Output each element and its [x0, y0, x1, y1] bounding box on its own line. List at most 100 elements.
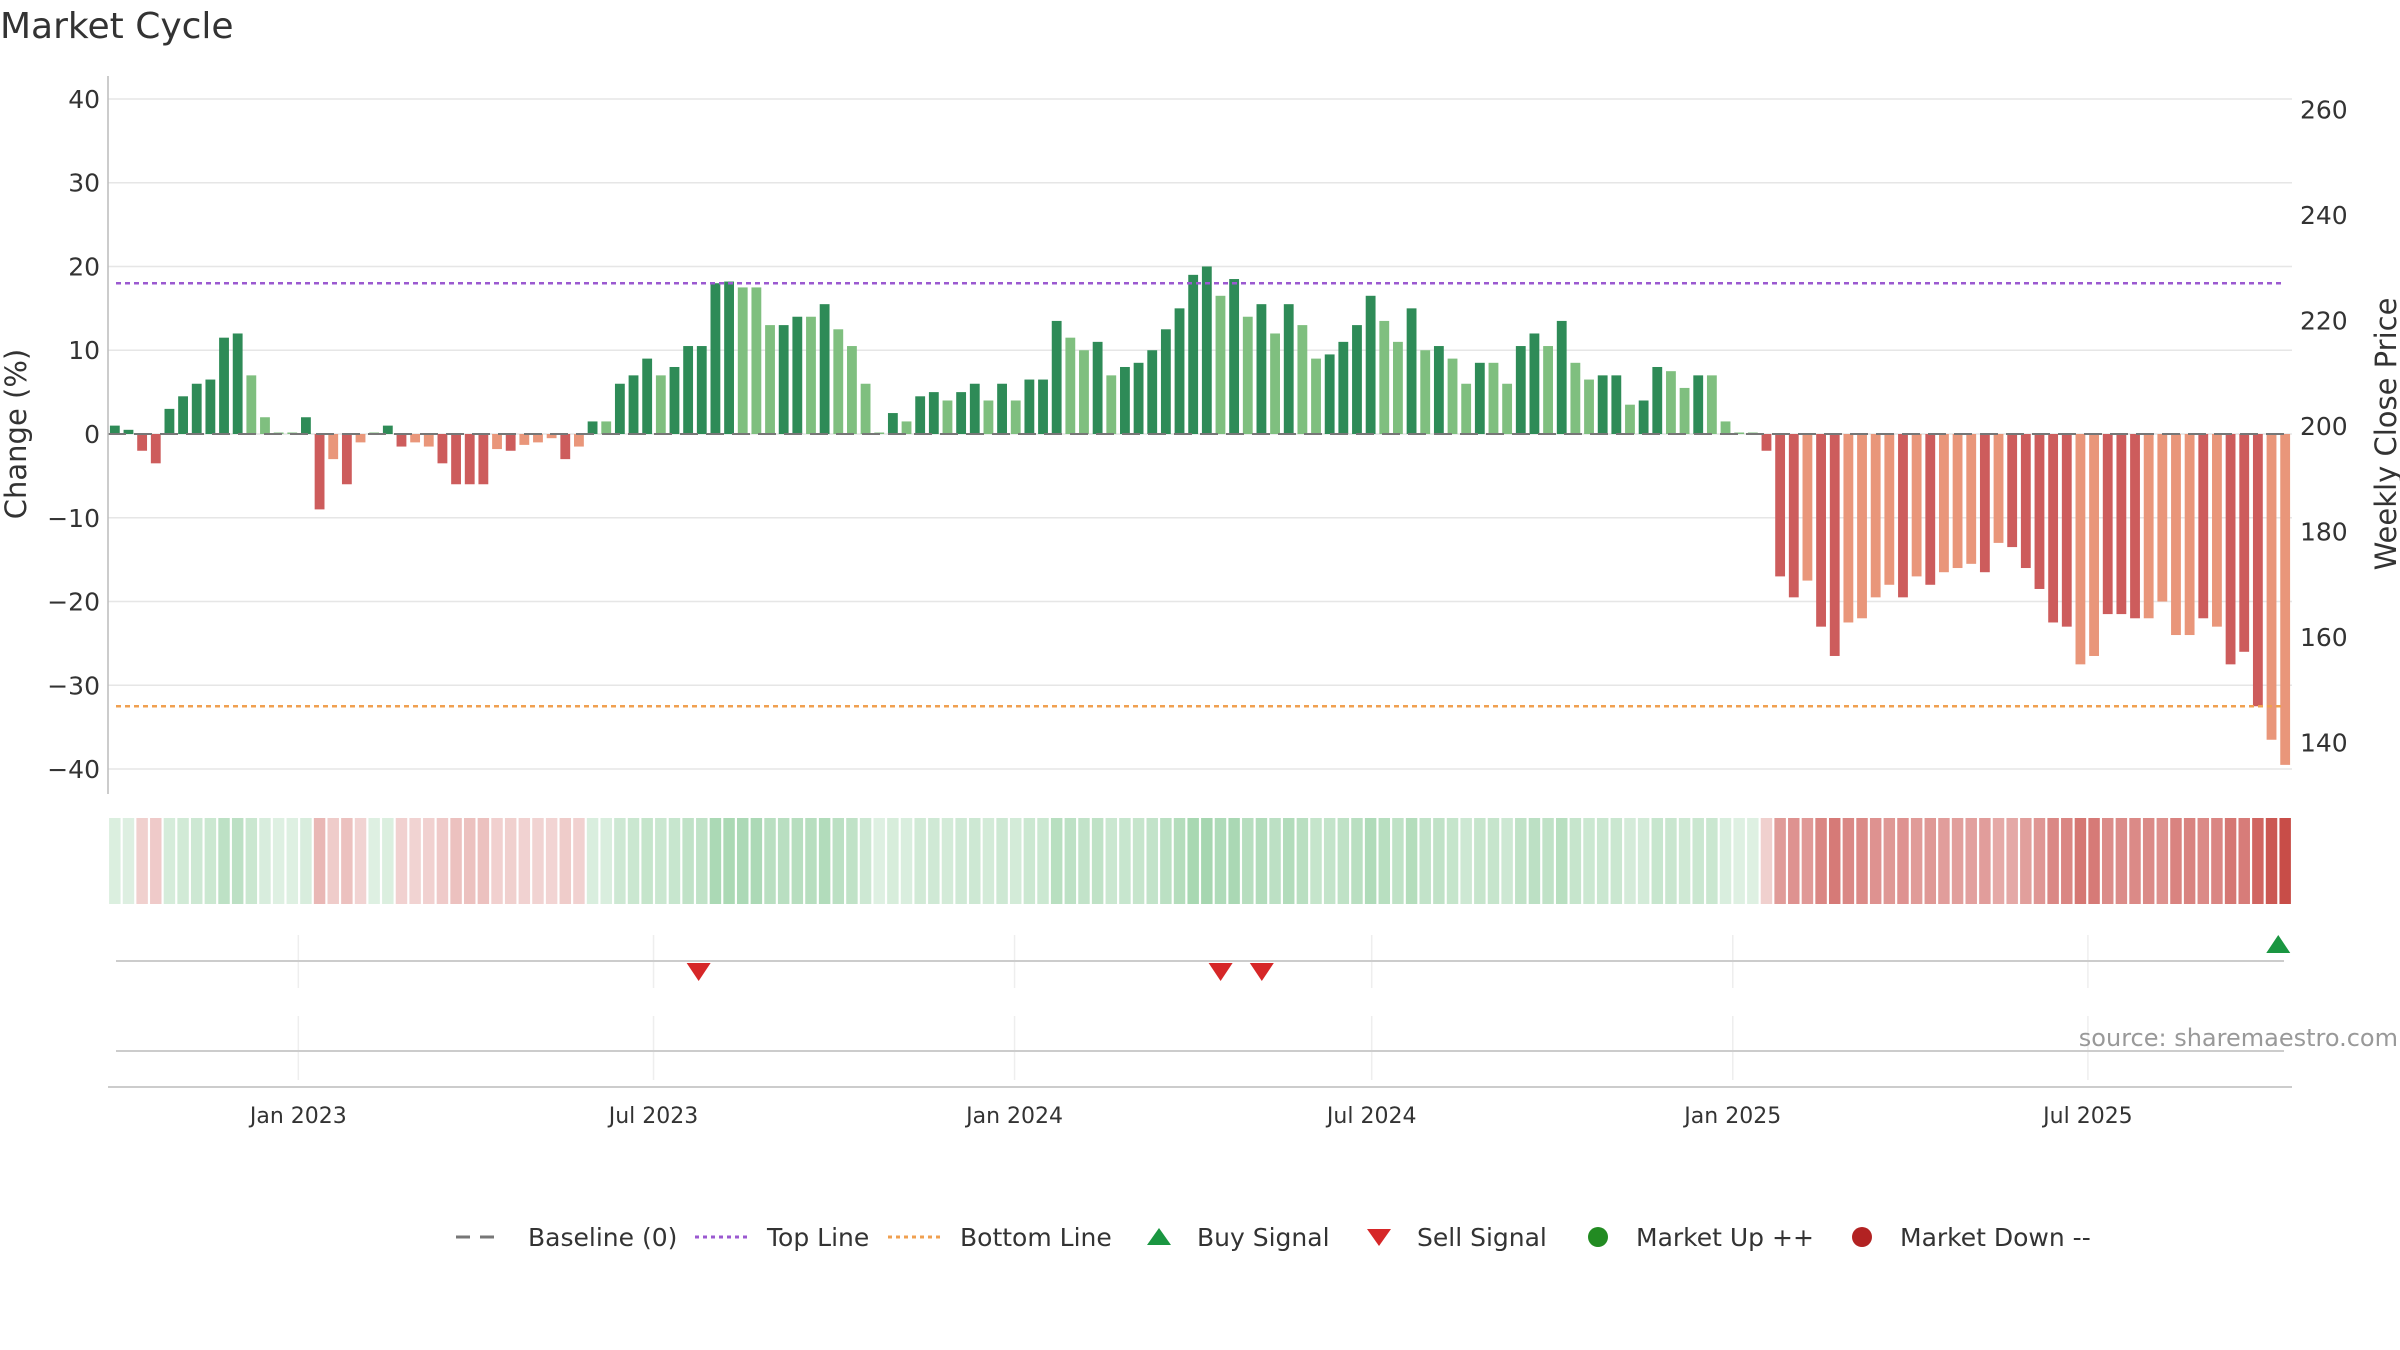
- change-bar: [260, 417, 270, 434]
- strip-cell: [1146, 818, 1158, 904]
- change-bar: [1270, 333, 1280, 434]
- legend-label: Market Down --: [1900, 1223, 2091, 1252]
- change-bar: [1870, 434, 1881, 598]
- strip-cell: [1187, 818, 1199, 904]
- change-bar: [1993, 434, 2004, 543]
- change-bar: [1939, 434, 1949, 573]
- strip-cell: [2211, 818, 2223, 904]
- strip-cell: [1323, 818, 1336, 904]
- change-bar: [1242, 316, 1253, 434]
- strip-cell: [1842, 818, 1855, 904]
- strip-cell: [2129, 818, 2141, 904]
- change-bar: [205, 379, 216, 434]
- strip-cell: [1828, 818, 1841, 904]
- change-bar: [1065, 337, 1076, 434]
- change-bar: [1338, 341, 1349, 434]
- change-bar: [737, 287, 748, 434]
- change-bar: [1311, 358, 1321, 434]
- strip-cell: [559, 818, 572, 904]
- strip-cell: [477, 818, 490, 904]
- change-bar: [806, 316, 816, 434]
- strip-cell: [1105, 818, 1118, 904]
- strip-cell: [1296, 818, 1309, 904]
- change-bar: [1802, 434, 1813, 581]
- change-bar: [1256, 304, 1267, 434]
- change-bar: [928, 392, 939, 434]
- change-bar: [2266, 434, 2277, 740]
- change-bar: [232, 333, 243, 434]
- change-bar: [1488, 362, 1499, 434]
- strip-cell: [122, 818, 135, 904]
- y2-tick-label: 240: [2300, 201, 2348, 230]
- strip-cell: [1665, 818, 1677, 904]
- strip-cell: [1255, 818, 1268, 904]
- strip-cell: [655, 818, 667, 904]
- change-bar: [1010, 400, 1021, 434]
- change-bar: [1857, 434, 1867, 619]
- change-bar: [382, 425, 393, 434]
- legend-label: Baseline (0): [528, 1223, 677, 1252]
- strip-cell: [1938, 818, 1950, 904]
- change-bar: [219, 337, 229, 434]
- strip-cell: [1515, 818, 1527, 904]
- x-tick-label: Jul 2023: [607, 1104, 699, 1129]
- change-bar: [1147, 350, 1158, 434]
- x-tick-label: Jan 2023: [248, 1104, 347, 1129]
- change-bar: [614, 383, 625, 434]
- change-bar: [724, 281, 734, 434]
- change-bar: [655, 375, 666, 434]
- strip-cell: [150, 818, 162, 904]
- change-bar: [396, 434, 407, 447]
- change-bar: [1556, 320, 1567, 434]
- change-bar: [2198, 434, 2209, 619]
- strip-cell: [231, 818, 244, 904]
- strip-cell: [368, 818, 380, 904]
- change-bars: [109, 266, 2291, 765]
- strip-cell: [1050, 818, 1063, 904]
- change-bar: [1433, 346, 1444, 434]
- change-bar: [1979, 434, 1990, 573]
- change-bar: [328, 434, 339, 460]
- strip-cell: [2074, 818, 2087, 904]
- strip-cell: [491, 818, 503, 904]
- change-bar: [2171, 434, 2181, 636]
- strip-cell: [409, 818, 421, 904]
- strip-cell: [941, 818, 954, 904]
- strip-cell: [1160, 818, 1172, 904]
- change-bar: [1106, 375, 1117, 434]
- change-bar: [792, 316, 803, 434]
- change-bar: [956, 392, 967, 434]
- change-bar: [860, 383, 871, 434]
- change-bar: [246, 375, 257, 434]
- strip-cell: [1310, 818, 1322, 904]
- change-bar: [1297, 325, 1308, 434]
- change-bar: [1447, 358, 1458, 434]
- change-bar: [1543, 346, 1553, 434]
- strip-cell: [614, 818, 626, 904]
- strip-cell: [805, 818, 817, 904]
- change-bar: [819, 304, 830, 434]
- strip-cell: [586, 818, 599, 904]
- strip-cell: [1624, 818, 1636, 904]
- change-bar: [1884, 434, 1895, 585]
- change-bar: [355, 434, 366, 443]
- change-bar: [1502, 383, 1513, 434]
- legend-label: Top Line: [766, 1223, 869, 1252]
- strip-cell: [1405, 818, 1418, 904]
- change-bar: [1461, 383, 1472, 434]
- change-bar: [2280, 434, 2291, 765]
- legend-label: Market Up ++: [1636, 1223, 1814, 1252]
- strip-cell: [1610, 818, 1623, 904]
- change-bar: [1515, 346, 1526, 434]
- strip-cell: [2033, 818, 2046, 904]
- strip-cell: [2238, 818, 2250, 904]
- change-bar: [1775, 434, 1786, 577]
- change-bar: [1925, 434, 1936, 585]
- change-bar: [969, 383, 980, 434]
- strip-cell: [969, 818, 981, 904]
- sell-signal-marker: [1208, 963, 1233, 981]
- change-bar: [642, 358, 653, 434]
- change-bar: [2034, 434, 2045, 589]
- strip-cell: [136, 818, 148, 904]
- y2-tick-label: 220: [2300, 307, 2348, 336]
